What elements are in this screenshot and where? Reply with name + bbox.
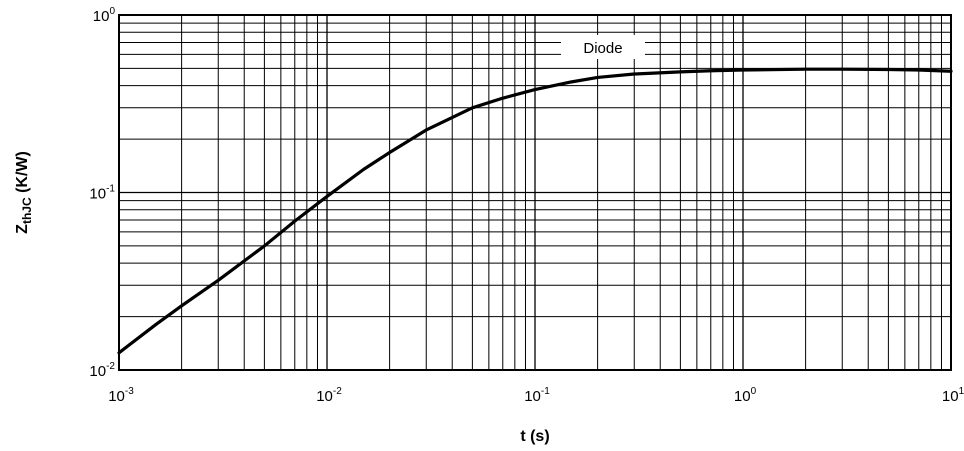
y-tick-label: 10-2 <box>89 361 115 380</box>
legend: Diode <box>561 35 645 59</box>
y-axis-label-main: Z <box>14 224 31 234</box>
x-tick-label: 101 <box>942 386 964 405</box>
y-axis-label: ZthJC (K/W) <box>14 151 34 234</box>
legend-entry-diode: Diode <box>583 40 622 57</box>
plot-frame <box>118 14 952 371</box>
y-tick-label: 100 <box>93 6 116 25</box>
legend-box <box>561 35 645 59</box>
y-axis-label-sub: thJC <box>20 197 34 224</box>
grid-lines <box>119 15 951 370</box>
y-tick-label: 10-1 <box>89 184 115 203</box>
y-tick-labels: 10-2 10-1 100 <box>89 6 115 380</box>
y-axis-label-unit: (K/W) <box>14 151 31 197</box>
x-axis-label: t (s) <box>520 428 549 445</box>
x-tick-labels: 10-3 10-2 10-1 100 101 <box>108 386 964 405</box>
x-tick-label: 10-2 <box>316 386 342 405</box>
x-tick-label: 10-1 <box>524 386 550 405</box>
series-line-diode <box>117 67 953 355</box>
x-tick-label: 10-3 <box>108 386 134 405</box>
x-tick-label: 100 <box>734 386 757 405</box>
